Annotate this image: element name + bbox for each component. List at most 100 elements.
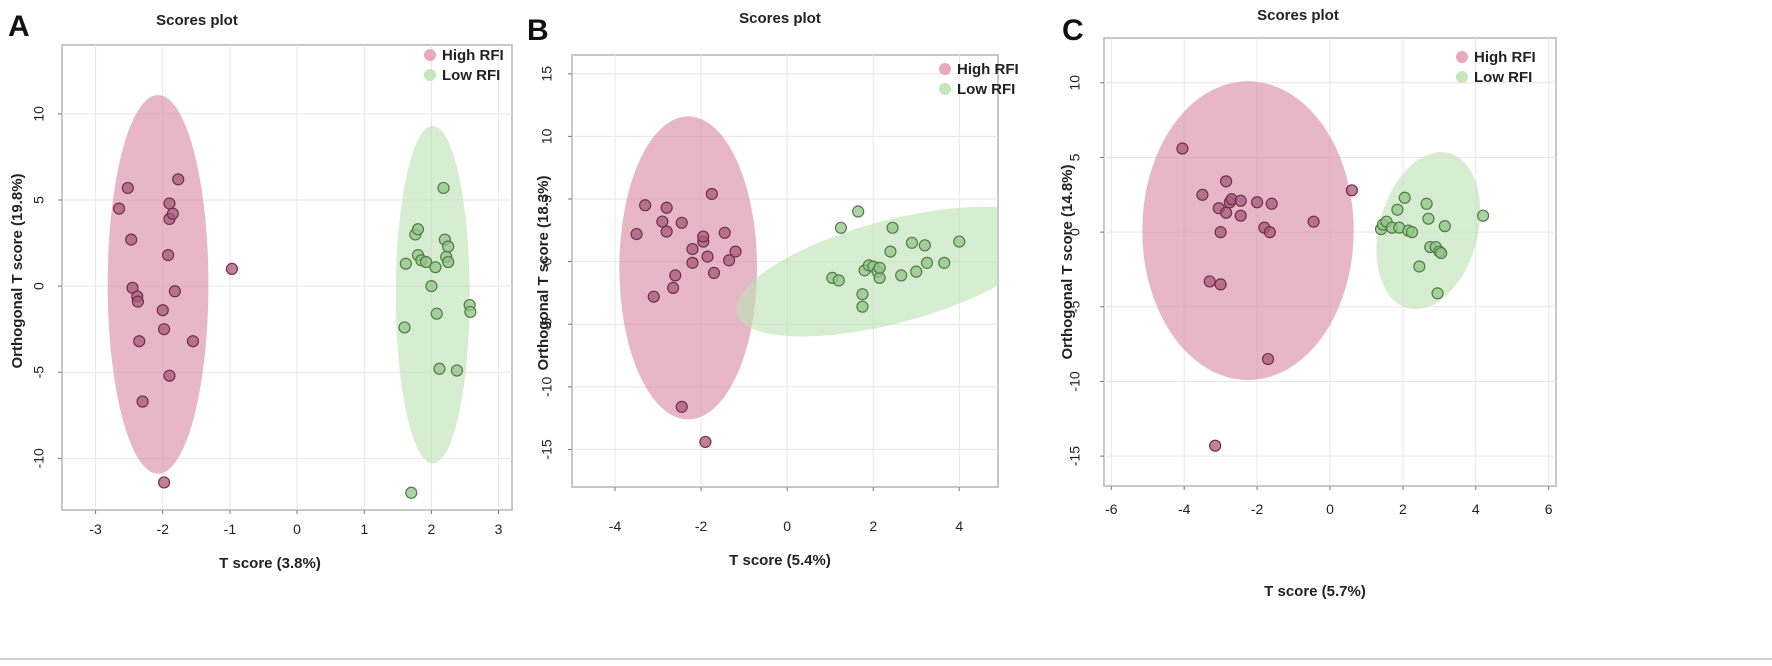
high-rfi-point (718, 226, 731, 239)
high-rfi-point (707, 266, 721, 279)
x-tick-label: -4 (1178, 501, 1191, 517)
low-rfi-point (398, 321, 411, 334)
x-axis-label: T score (5.4%) (729, 552, 831, 569)
low-rfi-confidence-ellipse (736, 206, 998, 337)
y-axis-label: Orthogonal T score (14.8%) (1059, 164, 1076, 359)
low-rfi-point (873, 261, 886, 274)
y-tick-label: 0 (1067, 228, 1083, 236)
high-rfi-point (656, 215, 669, 228)
high-rfi-point (125, 233, 138, 246)
x-tick-label: -2 (157, 521, 170, 537)
low-rfi-point (399, 257, 412, 270)
low-rfi-point (1431, 287, 1444, 300)
high-rfi-point (697, 230, 710, 243)
y-axis-label: Orthogonal T score (19.8%) (9, 173, 26, 368)
low-rfi-point (450, 364, 464, 377)
x-tick-label: 2 (869, 518, 877, 534)
y-tick-label: -15 (539, 439, 555, 459)
high-rfi-point (1234, 209, 1247, 222)
high-rfi-point (162, 249, 175, 262)
low-rfi-point (856, 288, 869, 301)
y-tick-label: 5 (539, 195, 555, 203)
low-rfi-point (873, 271, 886, 284)
x-tick-label: -2 (695, 518, 708, 534)
high-rfi-point (660, 201, 673, 214)
y-tick-label: 10 (539, 128, 555, 144)
high-rfi-confidence-ellipse (1142, 81, 1354, 380)
high-rfi-point (121, 181, 134, 195)
legend-swatch-low-rfi (939, 83, 951, 95)
y-tick-label: 5 (31, 196, 47, 204)
high-rfi-point (168, 285, 181, 298)
low-rfi-point (405, 486, 418, 499)
legend-swatch-low-rfi (1456, 71, 1468, 83)
y-tick-label: 0 (539, 258, 555, 266)
plot-content (62, 45, 512, 510)
x-tick-label: 6 (1545, 501, 1553, 517)
high-rfi-point (163, 197, 176, 210)
low-rfi-point (918, 239, 931, 252)
high-rfi-point (1261, 352, 1275, 366)
chart-title: Scores plot (156, 12, 238, 29)
high-rfi-point (675, 400, 688, 413)
high-rfi-point (1214, 278, 1227, 291)
high-rfi-point (163, 369, 176, 382)
y-tick-label: 10 (31, 106, 47, 122)
y-tick-label: -10 (1067, 371, 1083, 391)
high-rfi-point (1176, 142, 1189, 155)
high-rfi-point (699, 435, 712, 449)
high-rfi-point (669, 269, 682, 282)
low-rfi-point (430, 307, 443, 320)
low-rfi-point (433, 362, 446, 375)
high-rfi-point (136, 395, 149, 408)
legend-label-low-rfi: Low RFI (442, 67, 500, 84)
high-rfi-point (1234, 194, 1247, 207)
low-rfi-point (425, 280, 438, 293)
high-rfi-point (675, 216, 688, 229)
high-rfi-point (630, 227, 643, 241)
high-rfi-confidence-ellipse (619, 116, 758, 420)
legend-swatch-high-rfi (1456, 51, 1468, 63)
y-tick-label: -10 (539, 376, 555, 396)
y-tick-label: 0 (31, 282, 47, 290)
chart-panel-c: C Scores plot -6 -4 -2 0 2 4 6 -15 -10 -5 0 5 10 T scor… (1059, 7, 1557, 600)
high-rfi-point (1307, 215, 1320, 228)
low-rfi-confidence-ellipse (395, 125, 470, 464)
panel-letter: A (8, 10, 30, 43)
x-tick-label: 4 (955, 518, 963, 534)
low-rfi-point (920, 256, 934, 269)
low-rfi-point (834, 221, 848, 234)
low-rfi-point (429, 261, 442, 274)
x-tick-label: 1 (360, 521, 368, 537)
high-rfi-point (1196, 188, 1209, 201)
high-rfi-point (1220, 175, 1233, 188)
high-rfi-point (1203, 275, 1216, 288)
x-tick-label: 2 (1399, 501, 1407, 517)
low-rfi-point (1435, 246, 1448, 260)
high-rfi-point (1263, 226, 1276, 239)
y-tick-label: 5 (1067, 153, 1083, 161)
y-tick-label: -5 (1067, 300, 1083, 313)
high-rfi-point (225, 262, 239, 275)
low-rfi-point (442, 240, 455, 253)
plot-content (1104, 38, 1556, 486)
high-rfi-point (1250, 196, 1264, 209)
high-rfi-point (686, 242, 699, 256)
x-tick-label: -6 (1105, 501, 1118, 517)
high-rfi-point (156, 304, 169, 317)
high-rfi-point (1209, 439, 1222, 452)
legend: High RFI Low RFI (939, 61, 1019, 98)
low-rfi-point (437, 181, 450, 195)
x-tick-label: 0 (293, 521, 301, 537)
low-rfi-point (905, 236, 919, 249)
low-rfi-point (852, 205, 865, 218)
plot-content (572, 55, 998, 487)
high-rfi-point (660, 225, 673, 238)
y-tick-label: 10 (1067, 75, 1083, 91)
x-tick-label: 0 (1326, 501, 1334, 517)
legend-label-high-rfi: High RFI (442, 47, 504, 64)
x-tick-label: -2 (1251, 501, 1264, 517)
low-rfi-point (1413, 260, 1426, 273)
high-rfi-point (112, 202, 126, 215)
high-rfi-point (667, 281, 680, 295)
